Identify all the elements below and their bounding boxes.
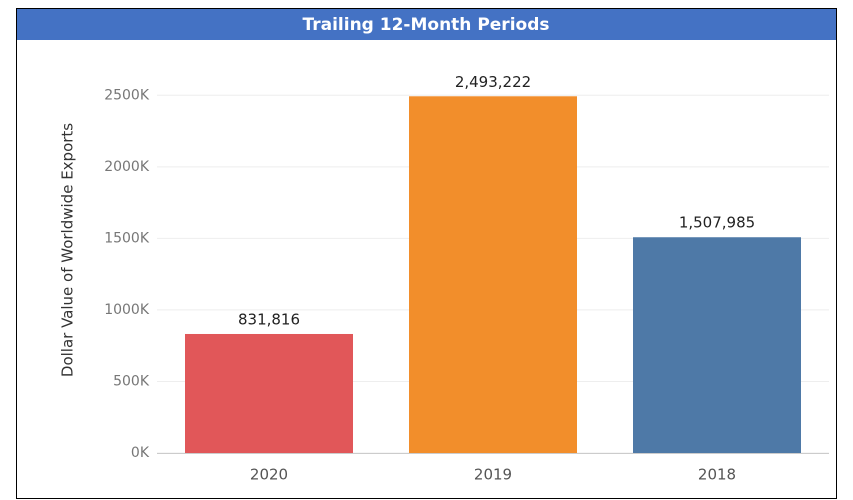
y-tick-label: 2500K <box>104 87 150 103</box>
y-tick-label: 1000K <box>104 302 150 318</box>
y-tick-label: 0K <box>131 445 150 461</box>
bar <box>409 96 577 453</box>
y-tick-label: 500K <box>113 373 150 389</box>
y-axis-label: Dollar Value of Worldwide Exports <box>59 123 77 377</box>
title-bar <box>17 9 836 40</box>
y-tick-label: 1500K <box>104 230 150 246</box>
x-tick-label: 2018 <box>698 466 736 484</box>
value-label: 2,493,222 <box>455 73 531 91</box>
x-tick-label: 2019 <box>474 466 512 484</box>
y-tick-label: 2000K <box>104 159 150 175</box>
bar <box>633 237 801 453</box>
chart-title: Trailing 12-Month Periods <box>303 15 550 35</box>
bar <box>185 333 353 453</box>
value-label: 831,816 <box>238 310 300 328</box>
value-label: 1,507,985 <box>679 214 755 232</box>
x-tick-label: 2020 <box>250 466 288 484</box>
